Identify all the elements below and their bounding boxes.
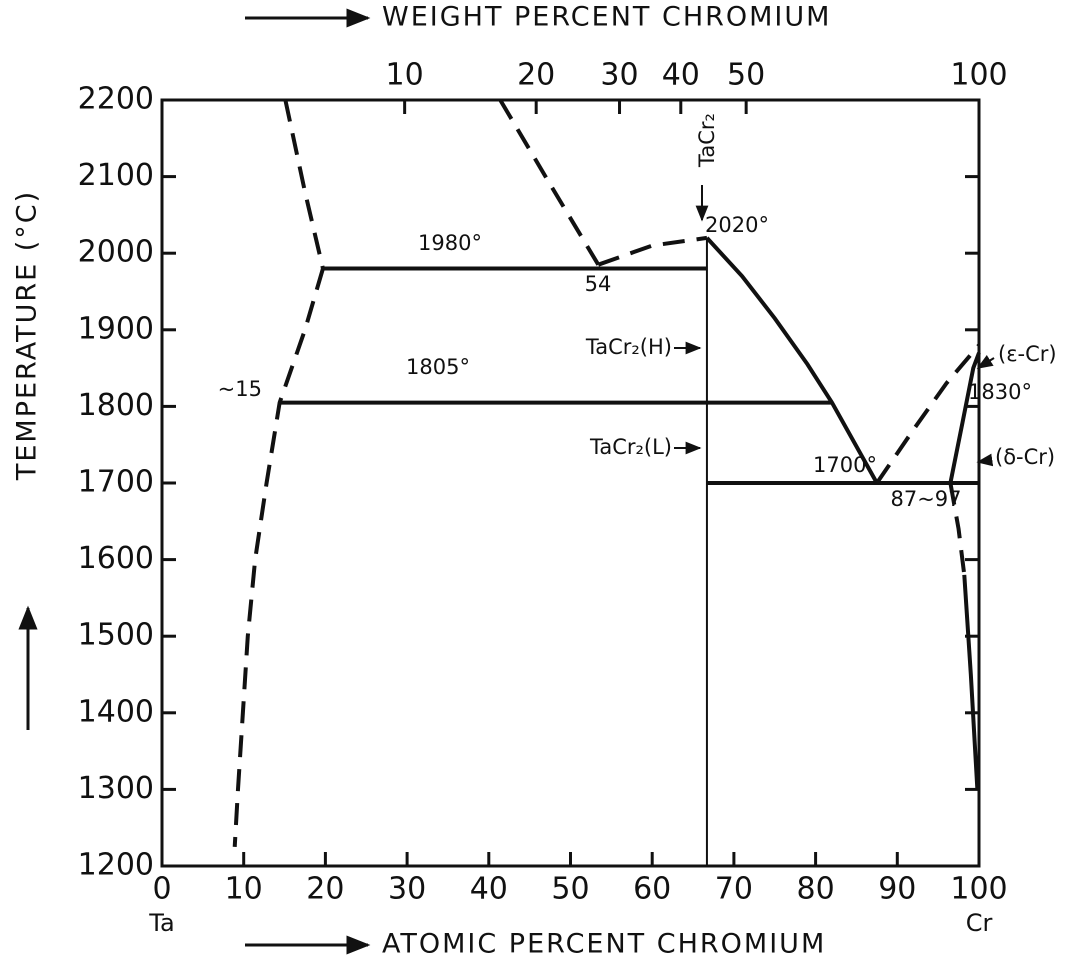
y-tick-label: 1800 bbox=[78, 388, 154, 423]
x-tick-label: 60 bbox=[633, 872, 671, 907]
top-tick-label: 10 bbox=[386, 58, 424, 93]
phase-boundary bbox=[597, 235, 708, 267]
y-tick-label: 2100 bbox=[78, 158, 154, 193]
top-axis-title: WEIGHT PERCENT CHROMIUM bbox=[382, 2, 831, 33]
x-tick-label: 20 bbox=[306, 872, 344, 907]
top-tick-label: 20 bbox=[517, 58, 555, 93]
top-tick-label: 50 bbox=[727, 58, 765, 93]
x-tick-label: 40 bbox=[470, 872, 508, 907]
top-tick-label: 40 bbox=[662, 58, 700, 93]
y-tick-label: 2000 bbox=[78, 235, 154, 270]
phase-boundary bbox=[948, 352, 981, 484]
y-tick-label: 2200 bbox=[78, 82, 154, 117]
y-axis-title: TEMPERATURE (°C) bbox=[12, 190, 43, 481]
annotation: TaCr₂(H) bbox=[585, 335, 672, 359]
phase-boundary bbox=[498, 98, 600, 266]
annotation: (ε-Cr) bbox=[998, 342, 1057, 366]
x-tick-label: 10 bbox=[225, 872, 263, 907]
y-tick-label: 1600 bbox=[78, 541, 154, 576]
x-tick-label: 30 bbox=[388, 872, 426, 907]
x-tick-label: 70 bbox=[715, 872, 753, 907]
phase-boundary bbox=[283, 99, 325, 269]
x-end-label: Cr bbox=[966, 909, 993, 937]
annotation: 54 bbox=[585, 272, 612, 296]
y-tick-label: 1200 bbox=[78, 848, 154, 883]
y-tick-label: 1700 bbox=[78, 465, 154, 500]
pointer-arrow bbox=[976, 453, 994, 467]
phase-boundary bbox=[705, 236, 879, 484]
annotation: 1805° bbox=[406, 355, 470, 379]
x-tick-label: 90 bbox=[878, 872, 916, 907]
phase-boundary bbox=[962, 574, 980, 790]
annotation: 2020° bbox=[705, 213, 769, 237]
annotation: (δ-Cr) bbox=[995, 445, 1055, 469]
y-tick-label: 1400 bbox=[78, 694, 154, 729]
x-tick-label: 0 bbox=[152, 872, 171, 907]
phase-boundary bbox=[875, 343, 981, 485]
annotation: 1980° bbox=[418, 231, 482, 255]
y-tick-label: 1900 bbox=[78, 311, 154, 346]
phase-boundary bbox=[948, 482, 967, 576]
x-end-label: Ta bbox=[148, 909, 174, 937]
y-tick-label: 1500 bbox=[78, 618, 154, 653]
x-tick-label: 80 bbox=[797, 872, 835, 907]
pointer-arrow bbox=[976, 354, 995, 369]
annotation: ~15 bbox=[218, 377, 262, 401]
annotation: TaCr₂(L) bbox=[589, 435, 672, 459]
top-tick-label: 100 bbox=[950, 58, 1007, 93]
top-tick-label: 30 bbox=[600, 58, 638, 93]
annotation: TaCr₂ bbox=[695, 113, 719, 168]
annotation: 1830° bbox=[968, 380, 1032, 404]
x-axis-title: ATOMIC PERCENT CHROMIUM bbox=[382, 929, 826, 960]
annotation: 87~97 bbox=[890, 487, 961, 511]
y-tick-label: 1300 bbox=[78, 771, 154, 806]
x-tick-label: 100 bbox=[950, 872, 1007, 907]
phase-boundary bbox=[232, 267, 325, 847]
x-tick-label: 50 bbox=[551, 872, 589, 907]
annotation: 1700° bbox=[813, 453, 877, 477]
